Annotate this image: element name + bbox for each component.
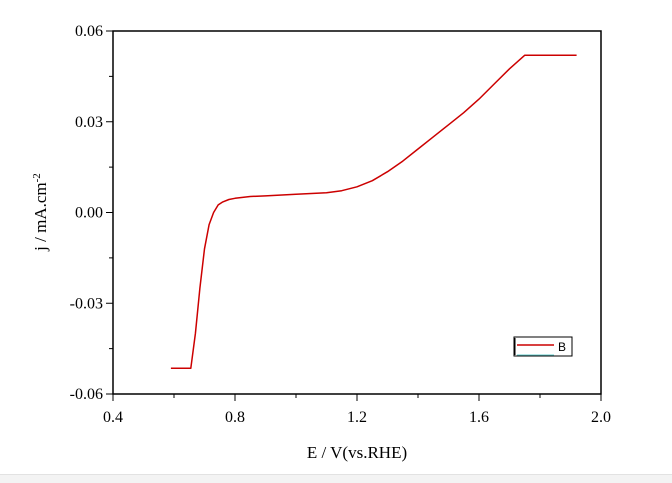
x-tick-label: 1.6 <box>469 409 489 426</box>
legend-box <box>513 336 573 357</box>
y-axis-title-main: j / mA.cm <box>31 182 50 251</box>
tick-labels: 0.4 0.8 1.2 1.6 2.0 -0.06 -0.03 0.00 0.03 0.06 <box>70 23 611 426</box>
legend: B <box>513 336 573 357</box>
x-tick-label: 2.0 <box>591 409 611 426</box>
x-tick-label: 0.4 <box>103 409 123 426</box>
bottom-strip <box>0 474 672 483</box>
x-axis-title: E / V(vs.RHE) <box>307 443 407 462</box>
y-axis-title-superscript: -2 <box>31 173 43 182</box>
y-tick-label: -0.06 <box>70 386 103 403</box>
series-line-B <box>170 54 577 370</box>
y-tick-label: 0.00 <box>75 205 103 222</box>
legend-label-B: B <box>558 340 566 354</box>
ticks <box>106 30 602 401</box>
x-tick-label: 1.2 <box>347 409 367 426</box>
y-tick-label: 0.06 <box>75 23 103 40</box>
y-tick-label: -0.03 <box>70 295 103 312</box>
y-tick-label: 0.03 <box>75 114 103 131</box>
x-tick-label: 0.8 <box>225 409 245 426</box>
y-axis-title: j / mA.cm-2 <box>31 173 50 252</box>
